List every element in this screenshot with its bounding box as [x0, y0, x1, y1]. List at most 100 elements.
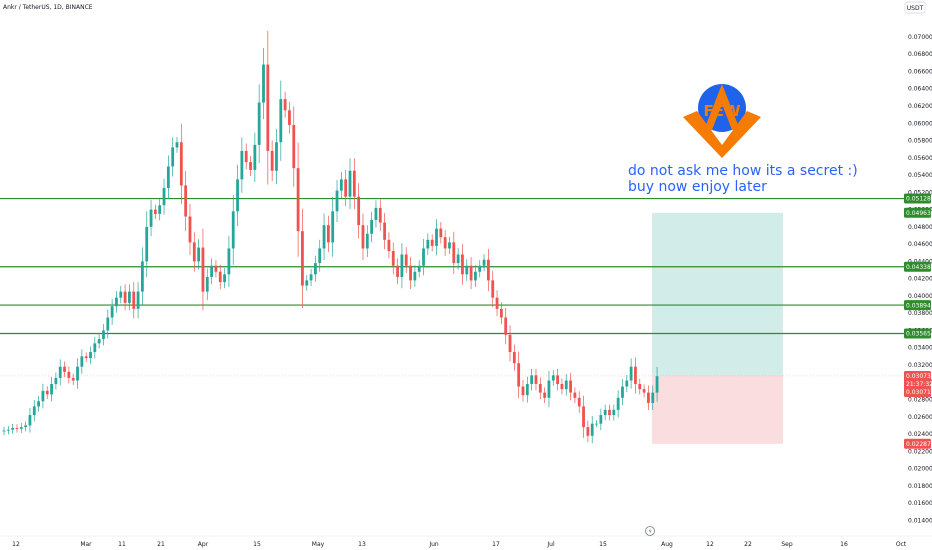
candle-body [326, 225, 330, 243]
candle-body [244, 150, 248, 163]
candle-body [50, 383, 53, 395]
candle-body [257, 102, 261, 145]
symbol-title[interactable]: Ankr / TetherUS, 1D, BINANCE [3, 4, 93, 11]
candle-body [621, 386, 624, 398]
candle-body [474, 271, 477, 281]
candle-body [106, 317, 110, 331]
candle-body [456, 254, 460, 264]
few-logo: FEW [683, 84, 761, 158]
candle-body [19, 427, 23, 429]
candle-body [339, 179, 343, 191]
price-tags: 0.05128 0.04338 0.03894 0.03565 0.04963 0.022… [904, 193, 932, 449]
price-tick-label: 0.06000 [908, 120, 932, 127]
candles [2, 30, 659, 444]
candle-body [197, 247, 201, 262]
price-tick-label: 0.05800 [908, 138, 932, 145]
time-tick-label: Jun [428, 541, 439, 548]
candle-body [136, 291, 140, 309]
last-price-tag-text: 0.03071 [906, 389, 931, 396]
candle-body [634, 366, 637, 384]
candle-body [123, 291, 127, 303]
candle-body [452, 242, 456, 264]
go-to-realtime-icon[interactable] [645, 526, 655, 536]
candle-body [63, 366, 66, 372]
candle-body [67, 371, 71, 378]
candle-body [253, 144, 257, 170]
time-tick-label: 15 [599, 541, 607, 548]
price-tick-label: 0.01800 [908, 483, 932, 490]
candle-body [218, 271, 222, 283]
candle-body [374, 207, 378, 220]
candle-body [262, 64, 265, 103]
candle-body [378, 207, 382, 223]
candle-body [387, 239, 391, 252]
price-tick-label: 0.02000 [908, 466, 932, 473]
candle-body [175, 142, 179, 148]
price-tick-label: 0.01600 [908, 500, 932, 507]
candle-body [314, 263, 317, 275]
candle-body [71, 377, 75, 381]
candle-body [309, 274, 313, 281]
candle-body [249, 162, 252, 170]
candle-body [205, 276, 209, 292]
candle-body [530, 375, 534, 384]
candle-body [41, 390, 45, 402]
loss-zone[interactable] [652, 375, 783, 444]
candle-body [119, 291, 123, 298]
candle-body [352, 170, 356, 197]
time-tick-label: May [312, 541, 325, 548]
candle-body [210, 265, 213, 277]
time-tick-label: Aug [661, 541, 673, 548]
price-tick-label: 0.03800 [908, 310, 932, 317]
candle-body [58, 366, 62, 378]
candle-body [6, 429, 10, 431]
candle-body [590, 423, 594, 436]
candle-body [115, 297, 118, 307]
price-tick-label: 0.06400 [908, 86, 932, 93]
candle-body [145, 226, 149, 262]
price-tick-label: 0.04000 [908, 293, 932, 300]
candle-body [495, 297, 499, 309]
horizontal-levels[interactable] [0, 197, 904, 335]
candle-body [110, 306, 114, 318]
candle-body [409, 265, 412, 281]
level-price-tag [904, 300, 931, 311]
candle-body [396, 265, 399, 277]
candle-body [586, 427, 590, 436]
candle-body [564, 380, 568, 390]
candle-body [179, 142, 183, 186]
candle-body [171, 147, 175, 167]
profit-zone[interactable] [652, 212, 783, 376]
annotation-line-2[interactable]: buy now enjoy later [628, 179, 767, 195]
candle-body [283, 99, 287, 111]
price-tick-label: 0.06600 [908, 68, 932, 75]
candle-body [162, 188, 166, 206]
level-price-tag-text: 0.03565 [906, 331, 931, 338]
candle-body [512, 352, 516, 364]
price-tick-label: 0.07000 [908, 34, 932, 41]
candle-body [305, 280, 309, 286]
level-price-tag [904, 193, 931, 204]
candle-body [32, 406, 36, 416]
candle-body [89, 352, 92, 359]
candle-body [560, 383, 564, 390]
long-position-tool[interactable] [0, 212, 904, 444]
candle-body [651, 392, 655, 403]
time-tick-label: 12 [12, 541, 20, 548]
candle-body [184, 185, 188, 217]
candle-body [400, 254, 404, 277]
target-price-tag-text: 0.04963 [906, 210, 931, 217]
logo-square-shape [683, 111, 761, 158]
time-tick-label: 17 [492, 541, 500, 548]
candle-body [638, 383, 642, 390]
candle-body [577, 397, 581, 407]
logo-compass-shape [704, 84, 740, 130]
candle-body [214, 265, 218, 272]
candle-body [469, 265, 473, 281]
currency-label[interactable]: USDT [907, 5, 924, 12]
price-tick-label: 0.02200 [908, 448, 932, 455]
annotation-line-1[interactable]: do not ask me how its a secret :) [628, 163, 858, 179]
time-tick-label: 22 [744, 541, 752, 548]
candle-body [149, 209, 153, 227]
